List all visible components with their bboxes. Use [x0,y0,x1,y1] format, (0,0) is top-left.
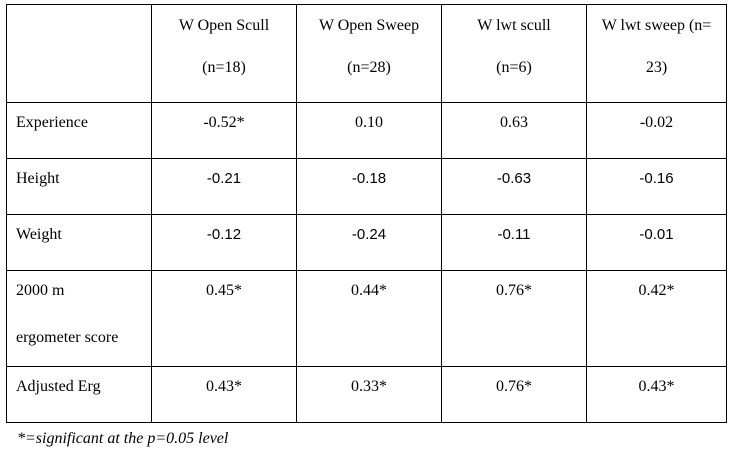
table-row: Adjusted Erg 0.43* 0.33* 0.76* 0.43* [6,366,727,423]
table-cell: 0.43* [586,366,727,423]
cell-value: 0.42* [638,282,675,299]
table-row: Weight -0.12 -0.24 -0.11 -0.01 [6,214,727,271]
table-row: 2000 m ergometer score 0.45* 0.44* 0.76*… [6,270,727,367]
row-label-text: Weight [16,226,62,243]
cell-value: -0.12 [206,226,242,243]
cell-value: -0.21 [206,170,242,187]
cell-value: 0.43* [638,378,675,395]
corner-cell [6,4,152,103]
table-cell: 0.33* [296,366,442,423]
table-cell: -0.63 [441,158,587,215]
table-cell: -0.02 [586,102,727,159]
table-cell: 0.42* [586,270,727,367]
cell-value: -0.11 [497,226,531,243]
cell-value: -0.18 [351,170,387,187]
cell-value: 0.43* [206,378,242,395]
cell-value: -0.63 [496,170,532,187]
correlation-table: W Open Scull (n=18) W Open Sweep (n=28) … [6,4,727,423]
column-header: W lwt sweep (n= 23) [586,4,727,103]
row-label: Height [6,158,152,215]
column-header: W Open Sweep (n=28) [296,4,442,103]
table-cell: -0.12 [151,214,297,271]
cell-value: 0.33* [351,378,387,395]
column-header-n: (n=28) [347,59,391,76]
column-header-title: W Open Sweep [318,17,420,34]
table-cell: 0.63 [441,102,587,159]
column-header-n: 23) [645,59,668,76]
cell-value: 0.63 [500,114,528,131]
column-header-title: W Open Scull [178,17,270,34]
column-header-n: (n=6) [496,59,532,76]
table-cell: -0.18 [296,158,442,215]
table-cell: -0.01 [586,214,727,271]
cell-value: 0.76* [496,378,532,395]
table-cell: -0.52* [151,102,297,159]
table-cell: -0.11 [441,214,587,271]
cell-value: -0.02 [639,114,674,131]
row-label-text: Experience [16,114,88,131]
significance-footnote: *=significant at the p=0.05 level [17,430,229,447]
cell-value: 0.76* [496,282,532,299]
table-row: Experience -0.52* 0.10 0.63 -0.02 [6,102,727,159]
cell-value: -0.52* [203,114,245,131]
column-header: W Open Scull (n=18) [151,4,297,103]
header-row: W Open Scull (n=18) W Open Sweep (n=28) … [6,4,727,103]
table-cell: 0.10 [296,102,442,159]
row-label: Weight [6,214,152,271]
row-label: Experience [6,102,152,159]
table-cell: -0.16 [586,158,727,215]
row-label: Adjusted Erg [6,366,152,423]
table-cell: -0.24 [296,214,442,271]
table-cell: 0.43* [151,366,297,423]
cell-value: 0.10 [355,114,383,131]
row-label-text: Height [16,170,60,187]
row-label-text: Adjusted Erg [16,378,101,395]
row-label-text: 2000 m [16,282,65,299]
column-header-n: (n=18) [202,59,246,76]
cell-value: -0.16 [639,170,674,187]
table-cell: 0.76* [441,270,587,367]
row-label: 2000 m ergometer score [6,270,152,367]
table-cell: 0.45* [151,270,297,367]
table-cell: 0.76* [441,366,587,423]
column-header-title: W lwt sweep (n= [601,17,712,34]
table-row: Height -0.21 -0.18 -0.63 -0.16 [6,158,727,215]
row-label-text: ergometer score [16,329,119,346]
cell-value: -0.24 [351,226,387,243]
table-cell: -0.21 [151,158,297,215]
table-cell: 0.44* [296,270,442,367]
cell-value: -0.01 [639,226,674,243]
column-header: W lwt scull (n=6) [441,4,587,103]
cell-value: 0.45* [206,282,242,299]
column-header-title: W lwt scull [477,17,551,34]
cell-value: 0.44* [351,282,387,299]
